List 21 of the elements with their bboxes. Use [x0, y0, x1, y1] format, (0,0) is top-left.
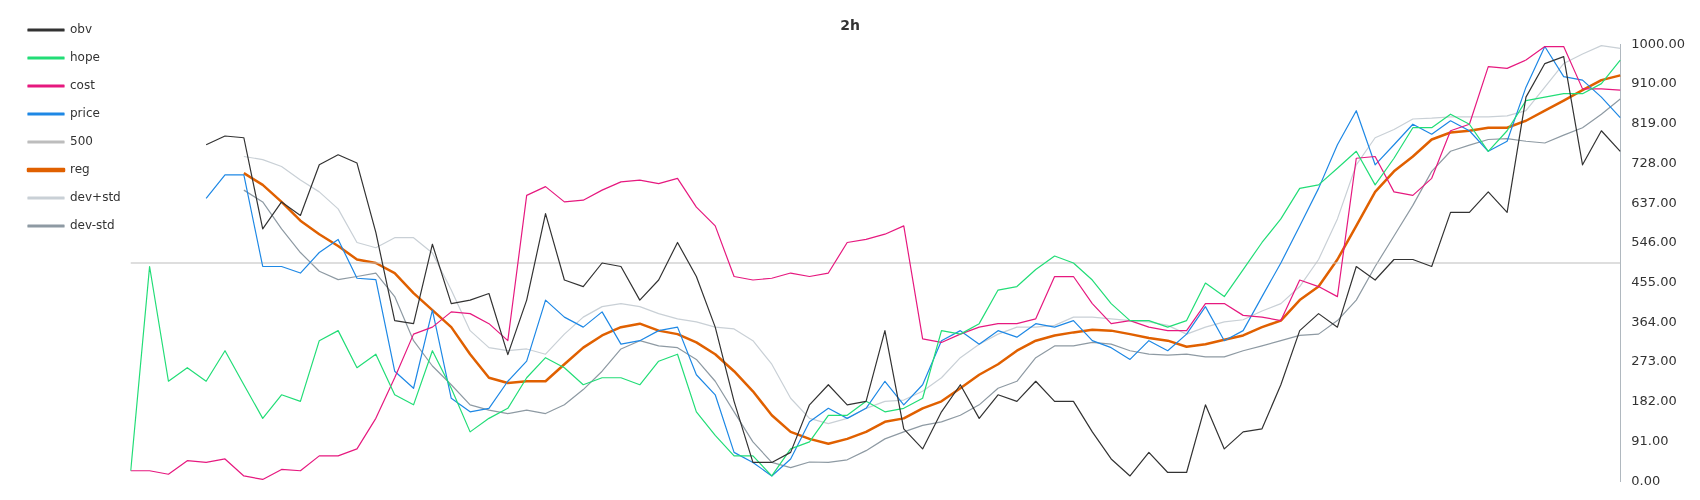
y-tick-label: 455.00	[1631, 274, 1677, 290]
legend-label: dev-std	[70, 218, 115, 233]
y-tick-label: 182.00	[1631, 393, 1677, 409]
y-tick-label: 819.00	[1631, 115, 1677, 131]
y-tick-label: 728.00	[1631, 154, 1677, 170]
legend-label: 500	[70, 134, 93, 149]
y-tick-label: 546.00	[1631, 234, 1677, 250]
legend-label: hope	[70, 50, 100, 65]
legend-label: price	[70, 106, 100, 121]
legend-label: reg	[70, 162, 90, 177]
y-tick-label: 910.00	[1631, 75, 1677, 91]
y-tick-label: 0.00	[1631, 472, 1661, 488]
legend-label: dev+std	[70, 190, 121, 205]
chart-title: 2h	[840, 17, 860, 34]
y-tick-label: 273.00	[1631, 353, 1677, 369]
y-tick-label: 364.00	[1631, 313, 1677, 329]
y-tick-label: 637.00	[1631, 194, 1677, 210]
y-tick-label: 91.00	[1631, 432, 1669, 448]
legend-label: obv	[70, 22, 93, 37]
y-tick-label: 1000.00	[1631, 36, 1686, 52]
legend-label: cost	[70, 78, 96, 93]
